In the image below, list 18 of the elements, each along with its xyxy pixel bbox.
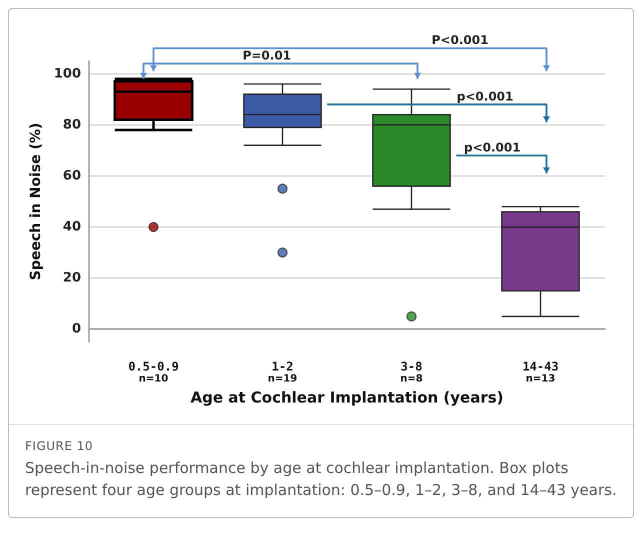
y-tick-label: 80 — [62, 117, 81, 132]
annotation: P=0.01 — [242, 48, 292, 63]
x-tick-label: 14-43 n=13 — [522, 360, 559, 384]
y-tick-label: 40 — [62, 220, 81, 235]
y-tick-label: 20 — [62, 270, 81, 286]
x-tick-label: 1-2 n=19 — [268, 360, 298, 384]
x-tick-label: 0.5-0.9 n=10 — [128, 360, 179, 384]
x-tick-label: 3-8 n=8 — [400, 360, 423, 384]
annotation: p<0.001 — [456, 89, 514, 104]
x-axis-title: Age at Cochlear Implantation (years) — [190, 388, 504, 406]
y-axis-title: Speech in Noise (%) — [28, 122, 44, 280]
y-tick-label: 60 — [62, 168, 81, 184]
y-tick-label: 100 — [54, 66, 81, 82]
caption: FIGURE 10 — [25, 439, 94, 453]
text: P<0.001 — [432, 33, 488, 48]
annotation: p<0.001 — [464, 140, 521, 155]
text: Speech-in-noise performance by age at cochlear implantation. Box plots represent four age groups at implantation: 0.5–0.9, 1–2, 3–8, and 14–43 years. — [25, 458, 618, 501]
y-tick-label: 0 — [72, 322, 81, 337]
